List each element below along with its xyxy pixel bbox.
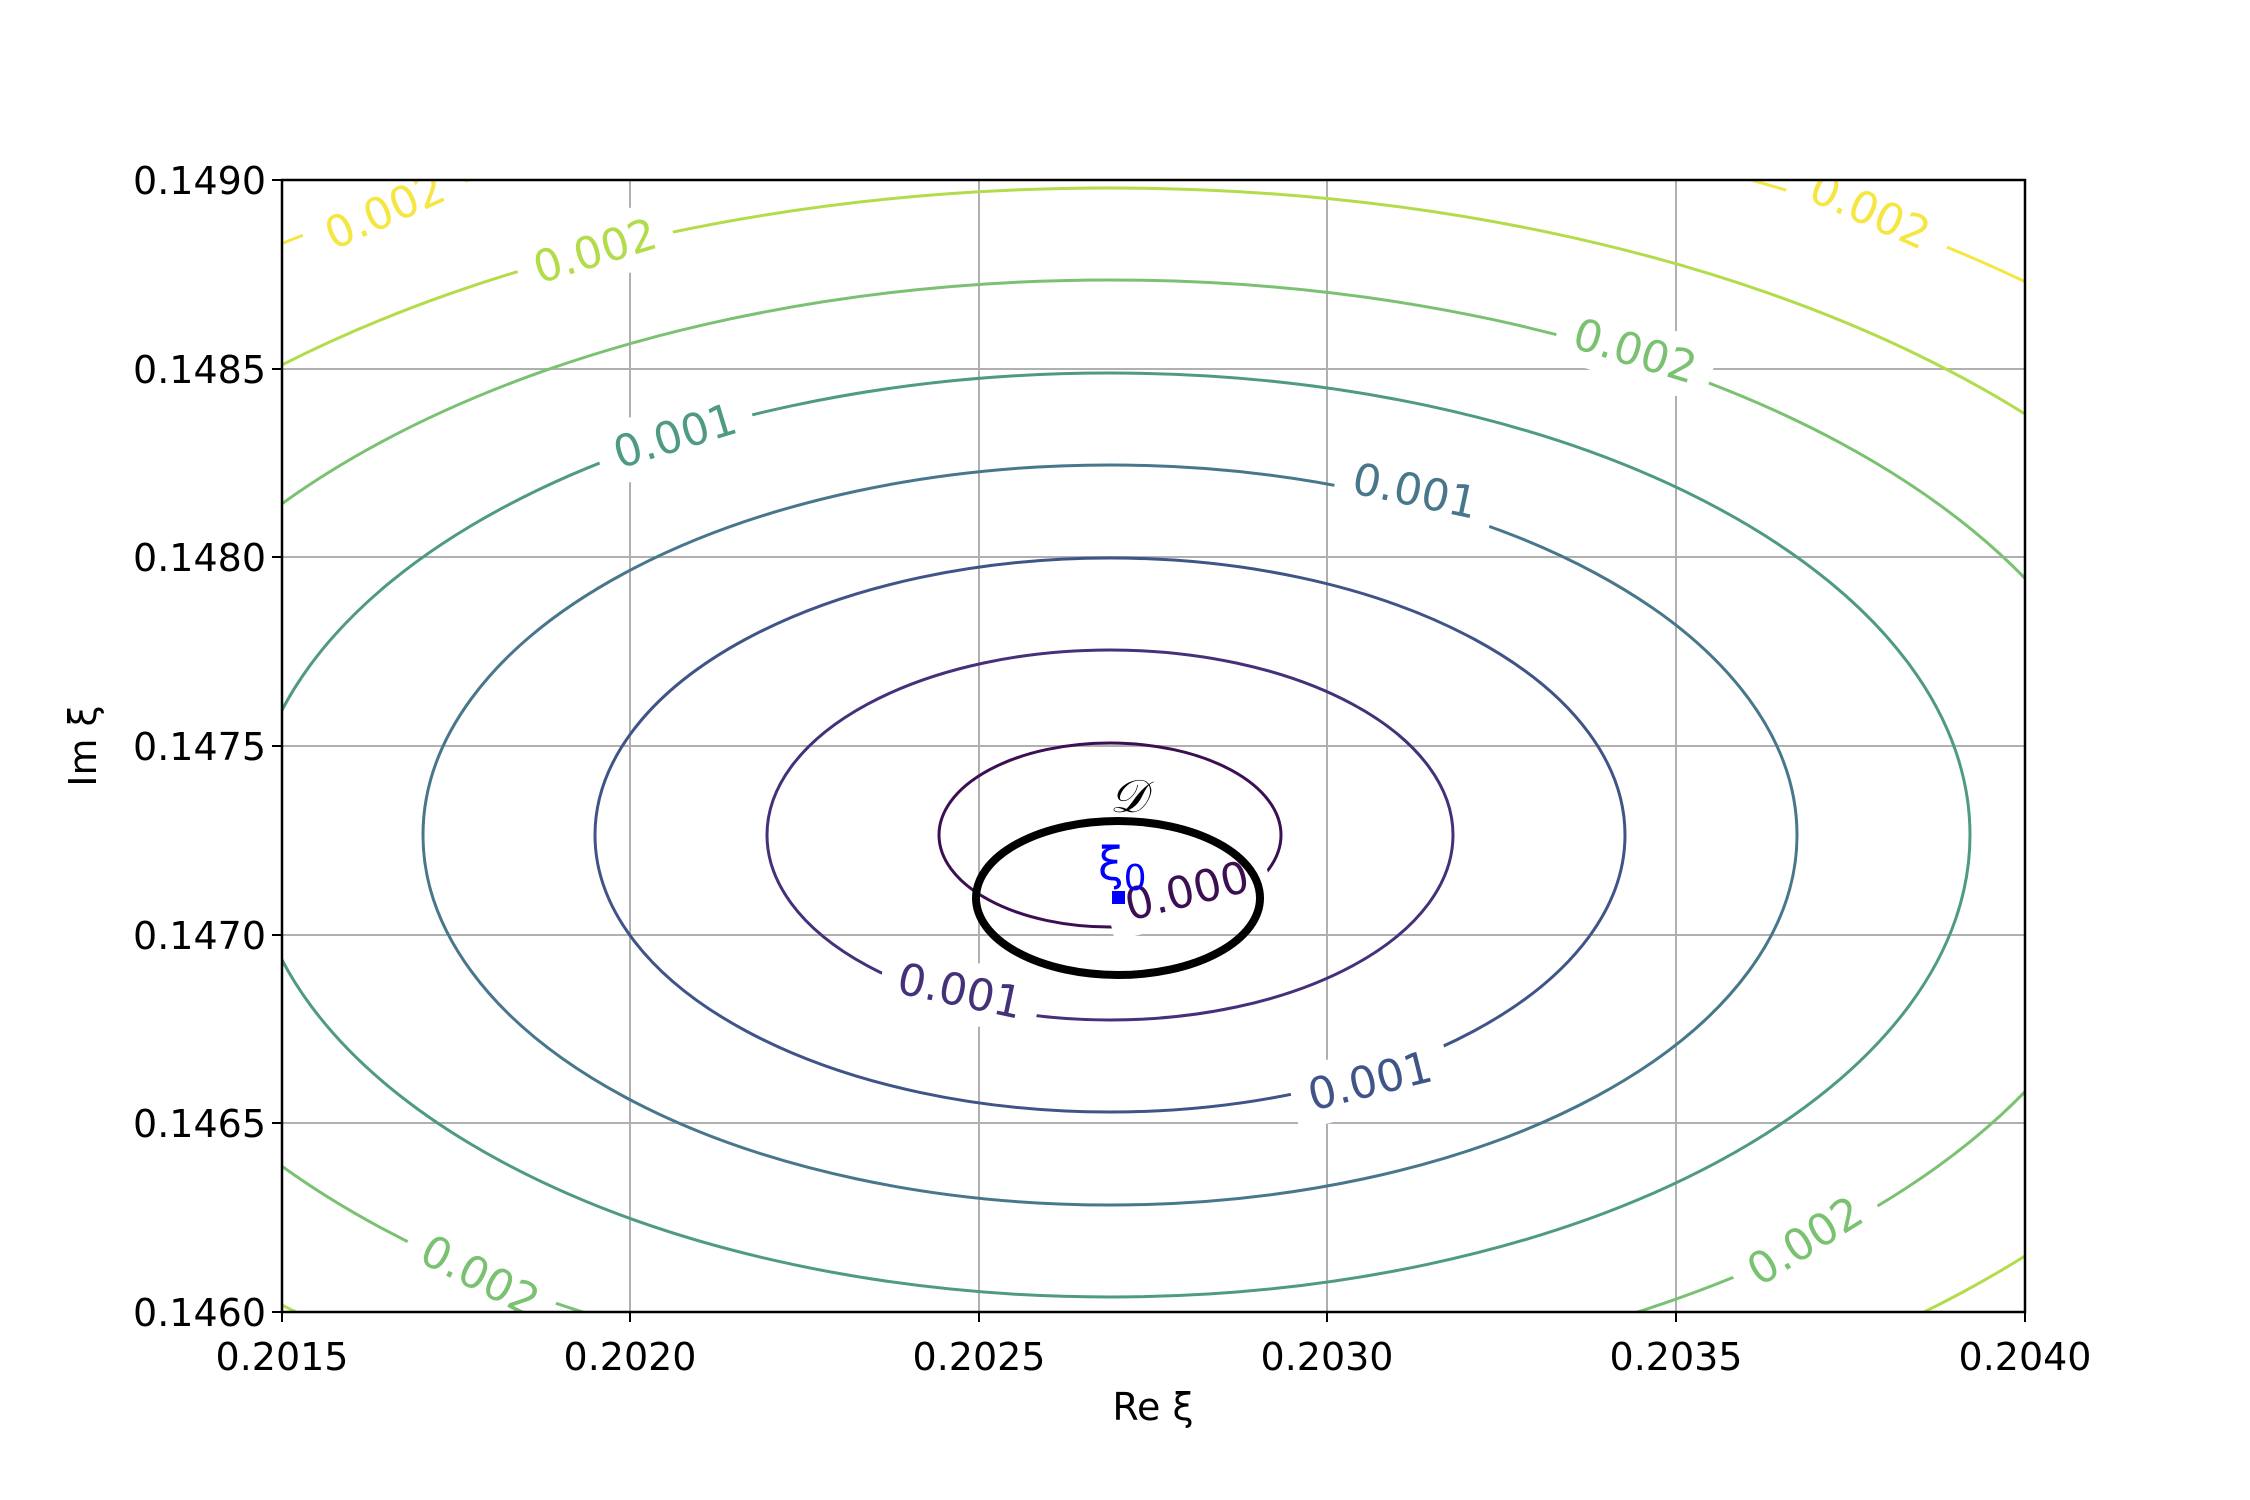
x-tick-label: 0.2030 — [1261, 1335, 1394, 1379]
label-knockouts — [294, 180, 1961, 1312]
x-tick-label: 0.2035 — [1610, 1335, 1743, 1379]
xi0-marker — [1112, 891, 1125, 904]
contour-lines — [282, 180, 2025, 1312]
xi0-label: ξ0 — [1098, 837, 1147, 899]
y-axis — [272, 179, 282, 1313]
x-axis-label: Re ξ — [1112, 1385, 1193, 1429]
x-tick-labels: 0.2015 0.2020 0.2025 0.2030 0.2035 0.204… — [216, 1335, 2092, 1379]
contour-level-4 — [421, 463, 1799, 1207]
y-tick-label: 0.1480 — [133, 536, 266, 580]
y-tick-label: 0.1475 — [133, 725, 266, 769]
region-d-boundary — [972, 817, 1264, 979]
contour-level-2 — [765, 648, 1455, 1022]
y-tick-label: 0.1490 — [133, 159, 266, 203]
x-tick-label: 0.2025 — [913, 1335, 1046, 1379]
y-tick-labels: 0.1490 0.1485 0.1480 0.1475 0.1470 0.146… — [133, 159, 266, 1335]
x-tick-label: 0.2015 — [216, 1335, 349, 1379]
contour-level-6 — [282, 278, 2025, 1312]
x-axis — [281, 1312, 2026, 1322]
contour-level-5 — [282, 371, 1972, 1299]
y-axis-label: Im ξ — [61, 705, 105, 787]
contour-level-3 — [593, 556, 1627, 1114]
y-tick-label: 0.1460 — [133, 1291, 266, 1335]
y-tick-label: 0.1485 — [133, 348, 266, 392]
contour-level-7 — [282, 186, 2025, 1312]
y-tick-label: 0.1465 — [133, 1102, 266, 1146]
contour-level-1 — [937, 741, 1283, 929]
x-tick-label: 0.2040 — [1959, 1335, 2092, 1379]
x-tick-label: 0.2020 — [564, 1335, 697, 1379]
y-tick-label: 0.1470 — [133, 914, 266, 958]
